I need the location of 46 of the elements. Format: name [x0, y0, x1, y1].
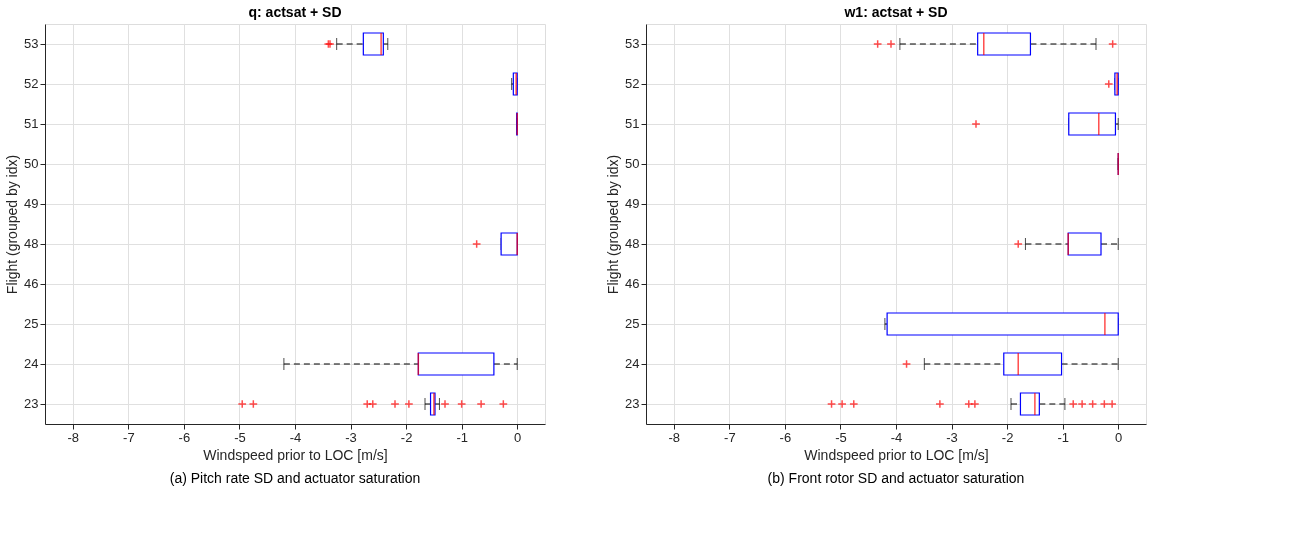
- y-tick-label: 50: [24, 156, 39, 171]
- y-tick-label: 52: [625, 76, 640, 91]
- y-tick-label: 46: [625, 276, 640, 291]
- x-tick-label: -8: [67, 429, 80, 445]
- y-tick-label: 24: [625, 356, 640, 371]
- x-tick-label: 0: [514, 429, 522, 445]
- x-tick-label: -5: [835, 429, 847, 445]
- y-tick-label: 50: [625, 156, 640, 171]
- y-tick-label: 53: [24, 36, 39, 51]
- y-tick-label: 25: [625, 316, 640, 331]
- y-tick-label: 49: [625, 196, 640, 211]
- chart-title: q: actsat + SD: [248, 4, 342, 20]
- y-tick-label: 23: [625, 396, 640, 411]
- y-tick-label: 48: [24, 236, 39, 251]
- x-tick-label: -2: [400, 429, 413, 445]
- y-tick-label: 52: [24, 76, 39, 91]
- y-tick-label: 53: [625, 36, 640, 51]
- x-tick-label: -6: [779, 429, 792, 445]
- x-tick-label: -3: [345, 429, 357, 445]
- x-tick-label: -7: [123, 429, 135, 445]
- y-tick-label: 51: [24, 116, 39, 131]
- x-tick-label: -2: [1001, 429, 1014, 445]
- y-tick-label: 51: [625, 116, 640, 131]
- x-axis-title: Windspeed prior to LOC [m/s]: [203, 446, 388, 463]
- y-tick-label: 25: [24, 316, 39, 331]
- y-tick-label: 23: [24, 396, 39, 411]
- x-tick-label: -1: [456, 429, 468, 445]
- x-axis-title: Windspeed prior to LOC [m/s]: [804, 446, 989, 463]
- x-tick-label: 0: [1115, 429, 1123, 445]
- y-axis-title: Flight (grouped by idx): [4, 154, 21, 295]
- x-tick-label: -4: [890, 429, 903, 445]
- x-tick-label: -7: [724, 429, 736, 445]
- x-tick-label: -5: [234, 429, 246, 445]
- y-tick-label: 49: [24, 196, 39, 211]
- x-tick-label: -3: [946, 429, 958, 445]
- y-tick-label: 48: [625, 236, 640, 251]
- x-tick-label: -1: [1057, 429, 1069, 445]
- text: (a) Pitch rate SD and actuator saturation: [169, 470, 421, 486]
- chart-title: w1: actsat + SD: [843, 4, 948, 20]
- x-tick-label: -8: [668, 429, 681, 445]
- y-tick-label: 24: [24, 356, 39, 371]
- text: (b) Front rotor SD and actuator saturation: [767, 470, 1025, 486]
- y-tick-label: 46: [24, 276, 39, 291]
- x-tick-label: -6: [178, 429, 191, 445]
- x-tick-label: -4: [289, 429, 302, 445]
- y-axis-title: Flight (grouped by idx): [605, 154, 622, 295]
